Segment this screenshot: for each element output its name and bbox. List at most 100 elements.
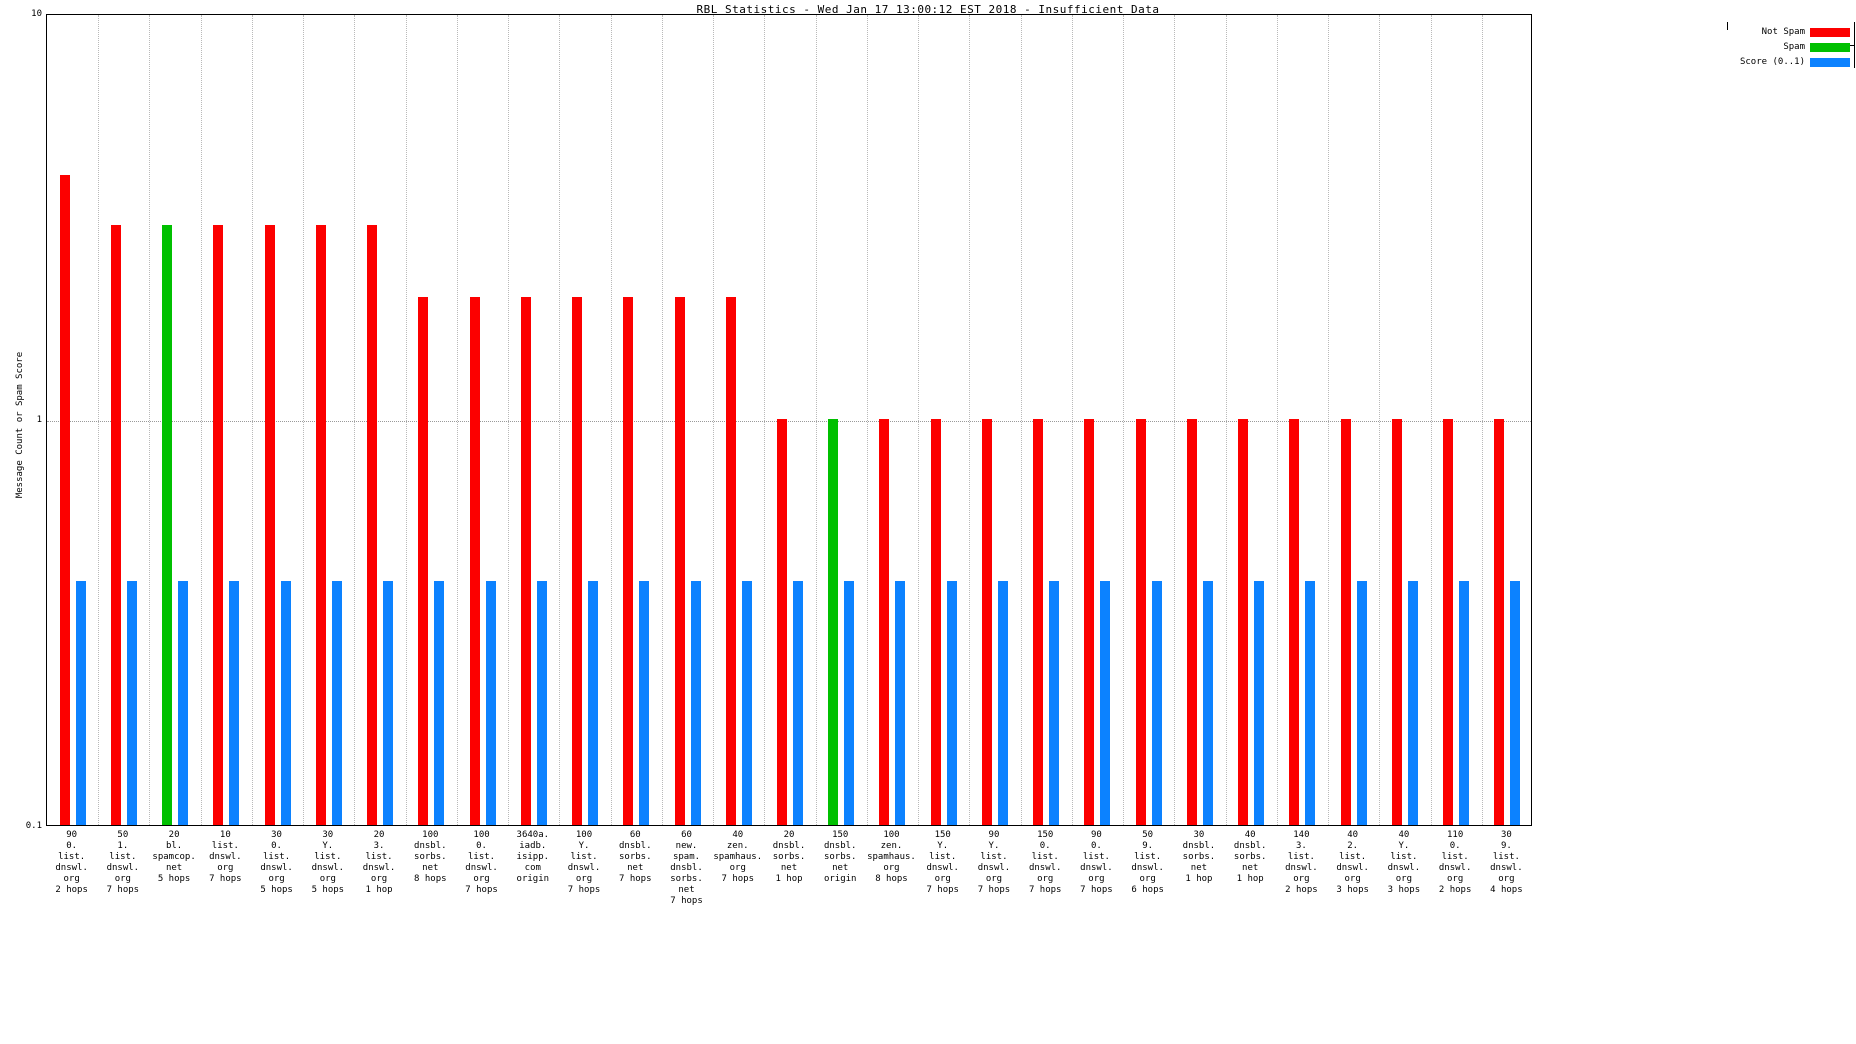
gridline-vertical xyxy=(1020,15,1022,825)
bar-not-spam xyxy=(879,419,890,825)
x-tick-label: 20 dnsbl. sorbs. net 1 hop xyxy=(772,830,806,884)
gridline-vertical xyxy=(354,15,356,825)
gridline-vertical xyxy=(98,15,100,825)
bar-score xyxy=(1459,580,1470,825)
y-tick-label: 0.1 xyxy=(25,821,42,831)
bar-not-spam xyxy=(264,225,275,825)
gridline-vertical xyxy=(200,15,202,825)
legend-item: Spam xyxy=(1722,41,1850,53)
bar-not-spam xyxy=(110,225,121,825)
bar-not-spam xyxy=(674,296,685,825)
bar-not-spam xyxy=(1289,419,1300,825)
x-tick-label: 20 3. list. dnswl. org 1 hop xyxy=(362,830,396,895)
bar-score xyxy=(1151,580,1162,825)
legend-swatch xyxy=(1810,42,1850,52)
legend-swatch xyxy=(1810,27,1850,37)
bar-not-spam xyxy=(1391,419,1402,825)
bar-score xyxy=(383,580,394,825)
bar-not-spam xyxy=(1494,419,1505,825)
chart-title: RBL Statistics - Wed Jan 17 13:00:12 EST… xyxy=(696,3,1160,16)
legend-item: Score (0..1) xyxy=(1722,56,1850,68)
y-tick-label: 10 xyxy=(31,9,42,19)
legend-label: Score (0..1) xyxy=(1739,57,1805,67)
bar-score xyxy=(1407,580,1418,825)
bar-score xyxy=(485,580,496,825)
x-tick-label: 30 Y. list. dnswl. org 5 hops xyxy=(311,830,345,895)
gridline-vertical xyxy=(815,15,817,825)
bar-not-spam xyxy=(1443,419,1454,825)
gridline-vertical xyxy=(764,15,766,825)
bar-not-spam xyxy=(930,419,941,825)
bar-not-spam xyxy=(418,296,429,825)
gridline-vertical xyxy=(1379,15,1381,825)
gridline-vertical xyxy=(1123,15,1125,825)
gridline-vertical xyxy=(405,15,407,825)
x-tick-label: 140 3. list. dnswl. org 2 hops xyxy=(1285,830,1318,895)
bar-score xyxy=(1254,580,1265,825)
gridline-vertical xyxy=(251,15,253,825)
gridline-vertical xyxy=(1481,15,1483,825)
x-tick-label: 110 0. list. dnswl. org 2 hops xyxy=(1438,830,1472,895)
bar-spam xyxy=(162,225,173,825)
bar-score xyxy=(588,580,599,825)
chart-legend: Not Spam Spam Score (0..1) xyxy=(1722,26,1850,71)
x-tick-label: 150 dnsbl. sorbs. net origin xyxy=(823,830,857,884)
x-tick-label: 3640a. iadb. isipp. com origin xyxy=(516,830,550,884)
bar-score xyxy=(1305,580,1316,825)
gridline-vertical xyxy=(456,15,458,825)
x-tick-label: 100 Y. list. dnswl. org 7 hops xyxy=(567,830,601,895)
gridline-vertical xyxy=(713,15,715,825)
bar-not-spam xyxy=(1238,419,1249,825)
bar-score xyxy=(639,580,650,825)
bar-score xyxy=(1510,580,1521,825)
gridline-vertical xyxy=(969,15,971,825)
bar-score xyxy=(1202,580,1213,825)
x-tick-label: 150 Y. list. dnswl. org 7 hops xyxy=(926,830,959,895)
legend-divider-left xyxy=(1727,22,1728,30)
legend-label: Spam xyxy=(1783,42,1805,52)
gridline-vertical xyxy=(1071,15,1073,825)
x-tick-label: 10 list. dnswl. org 7 hops xyxy=(209,830,242,884)
y-axis-label: Message Count or Spam Score xyxy=(15,351,25,499)
x-tick-label: 30 0. list. dnswl. org 5 hops xyxy=(260,830,293,895)
legend-swatch xyxy=(1810,57,1850,67)
x-tick-label: 60 dnsbl. sorbs. net 7 hops xyxy=(619,830,652,884)
bar-spam xyxy=(828,419,839,825)
gridline-vertical xyxy=(610,15,612,825)
x-tick-label: 100 0. list. dnswl. org 7 hops xyxy=(465,830,498,895)
x-tick-label: 50 9. list. dnswl. org 6 hops xyxy=(1131,830,1164,895)
bar-not-spam xyxy=(1340,419,1351,825)
gridline-vertical xyxy=(918,15,920,825)
x-tick-label: 40 zen. spamhaus. org 7 hops xyxy=(713,830,763,884)
bar-score xyxy=(178,580,189,825)
gridline-vertical xyxy=(559,15,561,825)
x-tick-label: 20 bl. spamcop. net 5 hops xyxy=(152,830,196,884)
x-tick-label: 40 2. list. dnswl. org 3 hops xyxy=(1336,830,1369,895)
gridline-vertical xyxy=(866,15,868,825)
gridline-vertical xyxy=(1276,15,1278,825)
bar-not-spam xyxy=(572,296,583,825)
bar-not-spam xyxy=(981,419,992,825)
bar-score xyxy=(75,580,86,825)
bar-score xyxy=(895,580,906,825)
bar-score xyxy=(997,580,1008,825)
legend-item: Not Spam xyxy=(1722,26,1850,38)
bar-not-spam xyxy=(1186,419,1197,825)
x-tick-label: 90 Y. list. dnswl. org 7 hops xyxy=(977,830,1011,895)
bar-score xyxy=(1356,580,1367,825)
bar-score xyxy=(1100,580,1111,825)
gridline-vertical xyxy=(149,15,151,825)
bar-score xyxy=(126,580,137,825)
bar-not-spam xyxy=(469,296,480,825)
bar-score xyxy=(1049,580,1060,825)
bar-score xyxy=(331,580,342,825)
bar-score xyxy=(690,580,701,825)
bar-score xyxy=(844,580,855,825)
gridline-vertical xyxy=(1174,15,1176,825)
gridline-vertical xyxy=(1430,15,1432,825)
bar-not-spam xyxy=(367,225,378,825)
x-tick-label: 40 dnsbl. sorbs. net 1 hop xyxy=(1233,830,1267,884)
bar-not-spam xyxy=(213,225,224,825)
bar-not-spam xyxy=(59,174,70,825)
